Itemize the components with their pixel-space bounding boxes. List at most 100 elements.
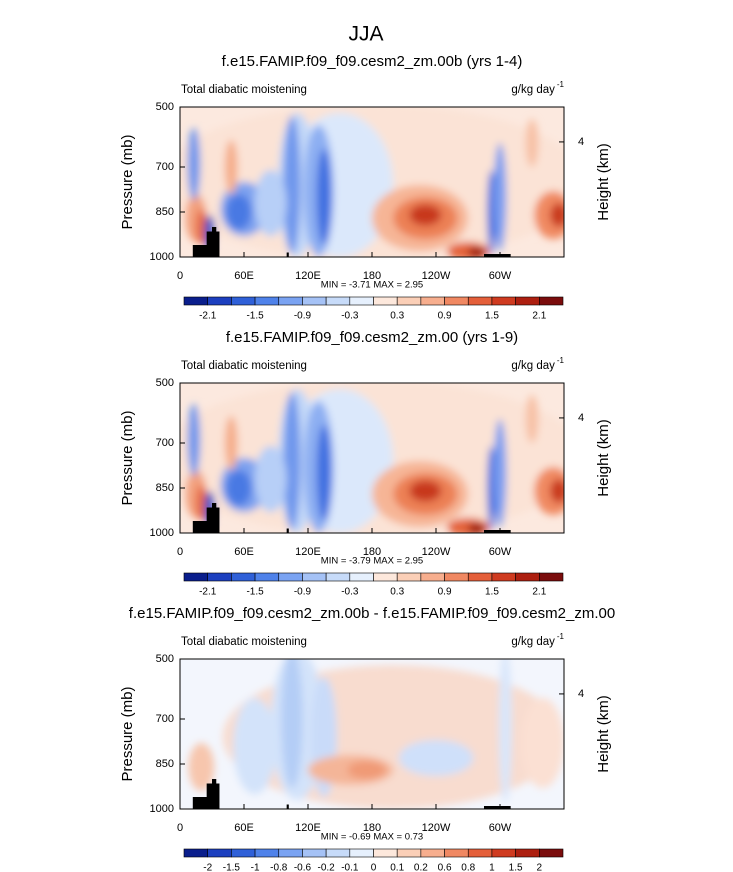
colorbar-box xyxy=(515,848,540,858)
colorbar-box xyxy=(420,296,445,306)
x-tick-label: 60E xyxy=(234,270,254,282)
colorbar-box xyxy=(302,848,327,858)
y-tick-label: 1000 xyxy=(150,803,174,815)
units-text: g/kg day xyxy=(511,84,555,96)
contour-blob xyxy=(225,470,252,506)
land-mask xyxy=(286,804,289,809)
units-text: g/kg day xyxy=(511,636,555,648)
panel-subtitle: Total diabatic moistening xyxy=(181,636,307,648)
y-tick-label: 500 xyxy=(156,653,174,665)
y2-axis-label: Height (km) xyxy=(595,695,612,773)
colorbar-box xyxy=(467,572,493,582)
units-exponent: -1 xyxy=(557,80,565,89)
contour-blob xyxy=(409,204,442,226)
colorbar-label: -0.2 xyxy=(318,863,336,872)
colorbar-label: 0.6 xyxy=(438,863,452,872)
contour-field xyxy=(180,659,564,809)
colorbar-box xyxy=(539,296,564,306)
contour-blob xyxy=(468,523,486,533)
contour-shading xyxy=(188,659,564,809)
contour-blob xyxy=(283,116,301,254)
contour-blob xyxy=(281,659,303,788)
colorbar-box xyxy=(373,572,398,582)
colorbar-box xyxy=(420,848,445,858)
colorbar-label: 0.2 xyxy=(414,863,428,872)
y-axis-label: Pressure (mb) xyxy=(119,410,136,505)
colorbar-label: -0.3 xyxy=(341,311,359,322)
contour-blob xyxy=(550,203,564,227)
units: g/kg day -1 xyxy=(511,356,564,372)
colorbar-label: 1.5 xyxy=(509,863,523,872)
x-tick-label: 0 xyxy=(177,822,183,834)
colorbar-box xyxy=(373,848,398,858)
colorbar-label: 0.8 xyxy=(461,863,475,872)
colorbar-box xyxy=(254,572,280,582)
units-exponent: -1 xyxy=(557,632,565,641)
contour-field xyxy=(180,383,564,533)
contour-blob xyxy=(487,170,496,254)
contour-blob xyxy=(398,740,474,776)
contour-blob xyxy=(283,392,301,530)
colorbar-label: 1.5 xyxy=(485,311,499,322)
x-tick-label: 60W xyxy=(489,822,512,834)
figure-title: JJA xyxy=(348,23,383,46)
contour-shading xyxy=(180,383,564,533)
contour-blob xyxy=(187,404,201,476)
colorbar-box xyxy=(444,296,469,306)
y2-tick-label: 4 xyxy=(578,412,584,424)
colorbar-label: 0.1 xyxy=(390,863,404,872)
contour-field xyxy=(180,107,564,257)
land-mask xyxy=(206,783,220,797)
colorbar-box xyxy=(207,848,232,858)
colorbar-box xyxy=(183,296,208,306)
y-tick-label: 700 xyxy=(156,161,174,173)
x-tick-label: 60W xyxy=(489,546,512,558)
x-tick-label: 180 xyxy=(363,822,381,834)
colorbar-label: 0 xyxy=(371,863,377,872)
min-max: MIN = -3.79 MAX = 2.95 xyxy=(321,556,423,567)
land-mask xyxy=(192,245,220,257)
land-mask xyxy=(212,227,217,232)
panel-title: f.e15.FAMIP.f09_f09.cesm2_zm.00b - f.e15… xyxy=(129,605,615,622)
colorbar-box xyxy=(302,296,327,306)
colorbar-label: 2.1 xyxy=(532,587,546,598)
colorbar-label: -0.8 xyxy=(270,863,288,872)
contour-shading xyxy=(180,107,564,257)
contour-blob xyxy=(468,247,486,257)
contour-blob xyxy=(534,467,564,515)
colorbar-box xyxy=(278,296,303,306)
colorbar-box xyxy=(278,848,303,858)
colorbar-label: -0.9 xyxy=(294,587,312,598)
colorbar-box xyxy=(396,848,422,858)
colorbar-label: -1.5 xyxy=(246,311,264,322)
panel-subtitle: Total diabatic moistening xyxy=(181,84,307,96)
x-tick-label: 180 xyxy=(363,270,381,282)
panel: f.e15.FAMIP.f09_f09.cesm2_zm.00b - f.e15… xyxy=(119,605,615,872)
colorbar-box xyxy=(183,572,208,582)
colorbar-label: 1.5 xyxy=(485,587,499,598)
colorbar-label: -2.1 xyxy=(199,311,217,322)
x-tick-label: 120E xyxy=(295,546,321,558)
colorbar-box xyxy=(231,296,256,306)
land-mask xyxy=(206,231,220,245)
contour-blob xyxy=(525,119,539,167)
contour-blob xyxy=(316,425,332,521)
x-tick-label: 60E xyxy=(234,822,254,834)
land-mask xyxy=(484,806,511,809)
contour-blob xyxy=(493,419,507,527)
land-mask xyxy=(484,530,511,533)
land-mask xyxy=(206,507,220,521)
panel: f.e15.FAMIP.f09_f09.cesm2_zm.00 (yrs 1-9… xyxy=(119,329,612,598)
colorbar-box xyxy=(491,572,516,582)
colorbar-label: 2.1 xyxy=(532,311,546,322)
colorbar-box xyxy=(491,848,516,858)
colorbar-box xyxy=(254,296,280,306)
x-tick-label: 180 xyxy=(363,546,381,558)
x-tick-label: 0 xyxy=(177,270,183,282)
panel: f.e15.FAMIP.f09_f09.cesm2_zm.00b (yrs 1-… xyxy=(119,53,612,322)
x-tick-label: 120W xyxy=(422,270,451,282)
colorbar-label: -0.3 xyxy=(341,587,359,598)
colorbar-box xyxy=(420,572,445,582)
contour-blob xyxy=(493,143,507,251)
